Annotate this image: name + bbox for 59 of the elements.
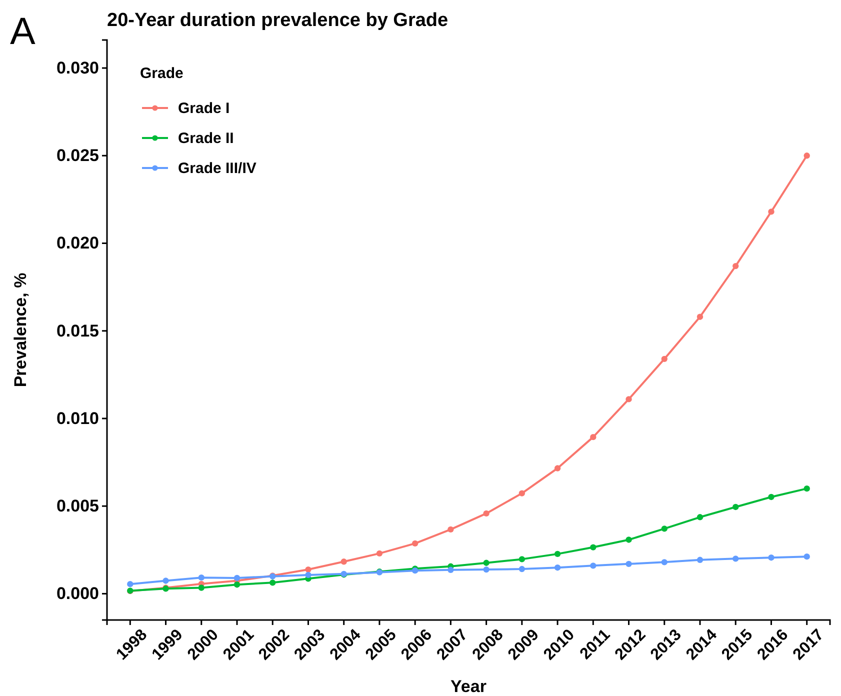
- point: [696, 514, 704, 520]
- point: [696, 314, 704, 320]
- point: [554, 550, 561, 558]
- point: [590, 544, 596, 550]
- point: [234, 582, 240, 588]
- point: [804, 485, 810, 492]
- point: [270, 580, 276, 586]
- chart-title: 20-Year duration prevalence by Grade: [107, 10, 448, 31]
- point: [768, 554, 774, 561]
- point: [198, 584, 204, 591]
- point: [483, 560, 490, 566]
- point: [518, 490, 526, 496]
- y-tick-label: 0.030: [56, 58, 99, 78]
- point: [661, 526, 668, 532]
- point: [305, 572, 312, 578]
- point: [554, 465, 561, 472]
- point: [376, 550, 383, 556]
- point: [483, 510, 490, 517]
- point: [626, 560, 632, 568]
- point: [768, 494, 774, 500]
- point: [626, 536, 632, 543]
- y-axis-title: Prevalence, %: [11, 272, 30, 388]
- point: [448, 566, 454, 573]
- point: [661, 559, 668, 566]
- point: [590, 434, 596, 440]
- y-tick-label: 0.020: [56, 234, 99, 253]
- point: [305, 566, 312, 573]
- point: [590, 562, 596, 569]
- point: [198, 574, 204, 581]
- legend-label: Grade III/IV: [178, 160, 256, 177]
- point: [804, 152, 810, 159]
- legend-title: Grade: [140, 65, 184, 82]
- point: [448, 526, 454, 532]
- point: [162, 578, 169, 584]
- point: [804, 553, 810, 560]
- point: [626, 396, 632, 402]
- point: [554, 564, 561, 571]
- point: [768, 208, 774, 215]
- point: [234, 574, 240, 582]
- legend-label: Grade II: [178, 130, 234, 147]
- point: [127, 580, 134, 588]
- y-tick-label: 0.005: [56, 496, 99, 516]
- text: A: [10, 11, 36, 53]
- point: [412, 540, 418, 547]
- point: [518, 556, 526, 562]
- point: [661, 356, 668, 362]
- point: [732, 504, 739, 510]
- y-tick-label: 0.015: [56, 321, 99, 340]
- legend-label: Grade I: [178, 100, 230, 117]
- point: [483, 566, 490, 573]
- x-axis-title: Year: [450, 677, 487, 696]
- y-tick-label: 0.000: [56, 584, 99, 604]
- point: [732, 262, 739, 270]
- point: [340, 558, 347, 565]
- point: [732, 556, 739, 562]
- y-tick-label: 0.025: [56, 146, 99, 166]
- y-tick-label: 0.010: [56, 408, 99, 428]
- point: [696, 556, 704, 563]
- point: [518, 566, 526, 572]
